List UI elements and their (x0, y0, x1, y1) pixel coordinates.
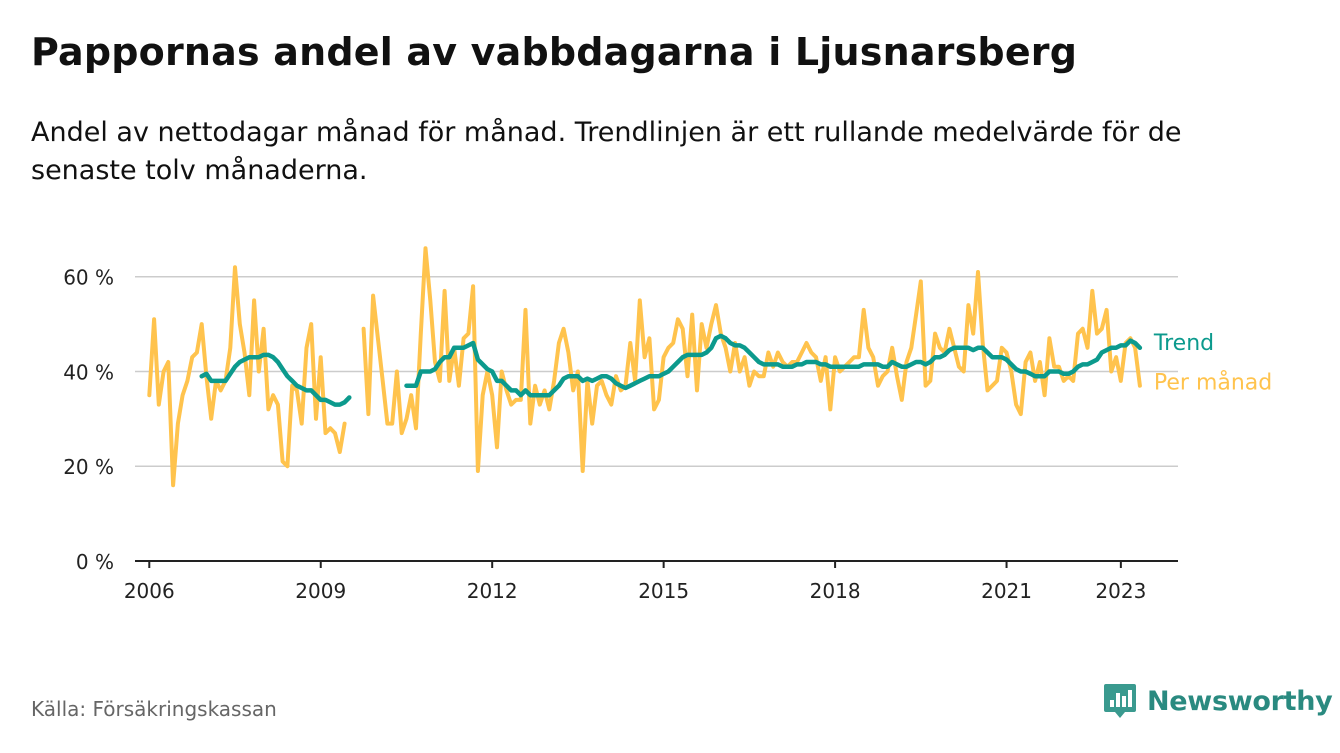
brand-name: Newsworthy (1147, 685, 1333, 717)
y-tick-label: 20 % (63, 455, 114, 479)
x-tick-label: 2012 (467, 579, 518, 603)
series-line (361, 246, 1142, 473)
x-tick-label: 2023 (1095, 579, 1146, 603)
chart-title: Pappornas andel av vabbdagarna i Ljusnar… (31, 30, 1078, 74)
chart-subtitle: Andel av nettodagar månad för månad. Tre… (31, 117, 1182, 186)
y-axis-labels: 0 % 20 % 40 % 60 % (63, 266, 114, 574)
series-line (147, 265, 347, 488)
series-line (404, 333, 1143, 398)
y-tick-label: 0 % (76, 550, 114, 574)
series-labels: Per månad Trend (1153, 331, 1272, 396)
grid-lines (135, 275, 1178, 467)
y-tick-label: 40 % (63, 360, 114, 384)
series-label: Per månad (1154, 370, 1272, 396)
x-tick-label: 2006 (124, 579, 175, 603)
x-tick-label: 2015 (638, 579, 689, 603)
series-label: Trend (1153, 331, 1214, 356)
x-tick-label: 2021 (981, 579, 1032, 603)
x-tick-label: 2009 (295, 579, 346, 603)
series-per-manad (147, 246, 1142, 488)
y-tick-label: 60 % (63, 266, 114, 290)
series-group (147, 246, 1143, 488)
source-note: Källa: Försäkringskassan (31, 697, 277, 721)
newsworthy-logo-icon (1104, 684, 1136, 718)
x-axis-ticks: 2006 2009 2012 2015 2018 2021 2023 (124, 561, 1146, 603)
x-tick-label: 2018 (810, 579, 861, 603)
series-line (199, 352, 352, 407)
series-trend (199, 333, 1143, 407)
brand-logo: Newsworthy (1103, 680, 1333, 722)
